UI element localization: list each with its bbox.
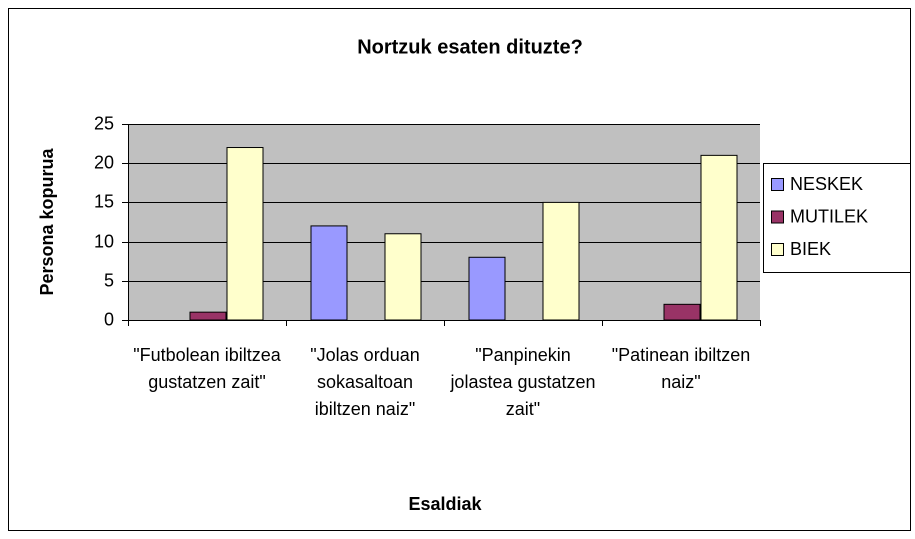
- y-tick-label: 25: [94, 113, 114, 133]
- legend-label: MUTILEK: [790, 206, 868, 226]
- y-tick-label: 10: [94, 231, 114, 251]
- legend-box: [763, 163, 911, 273]
- bar: [700, 154, 738, 321]
- legend-swatch: [771, 178, 784, 191]
- y-tick-label: 15: [94, 191, 114, 211]
- x-axis-label: Esaldiak: [408, 494, 482, 514]
- bar: [384, 233, 422, 321]
- legend-swatch: [771, 243, 784, 256]
- bar: [189, 311, 227, 321]
- legend-swatch: [771, 210, 784, 224]
- chart-title: Nortzuk esaten dituzte?: [357, 36, 583, 58]
- x-tick-label: "Panpinekin jolastea gustatzen zait": [450, 345, 596, 419]
- legend-label: NESKEK: [790, 174, 863, 194]
- x-tick-label: "Futbolean ibiltzea gustatzen zait": [133, 345, 281, 392]
- bar: [663, 303, 701, 321]
- x-tick-label: "Jolas orduan sokasaltoan ibiltzen naiz": [310, 345, 420, 419]
- y-axis-label: Persona kopurua: [37, 147, 57, 295]
- x-tick-label: "Patinean ibiltzen naiz": [611, 345, 751, 392]
- bar: [468, 256, 506, 321]
- y-tick-label: 0: [104, 309, 114, 329]
- bar: [226, 147, 264, 321]
- bar: [542, 201, 580, 321]
- y-tick-label: 20: [94, 152, 114, 172]
- legend-label: BIEK: [790, 239, 831, 259]
- plot-background: [128, 124, 760, 320]
- bar: [310, 225, 348, 321]
- y-tick-label: 5: [104, 270, 114, 290]
